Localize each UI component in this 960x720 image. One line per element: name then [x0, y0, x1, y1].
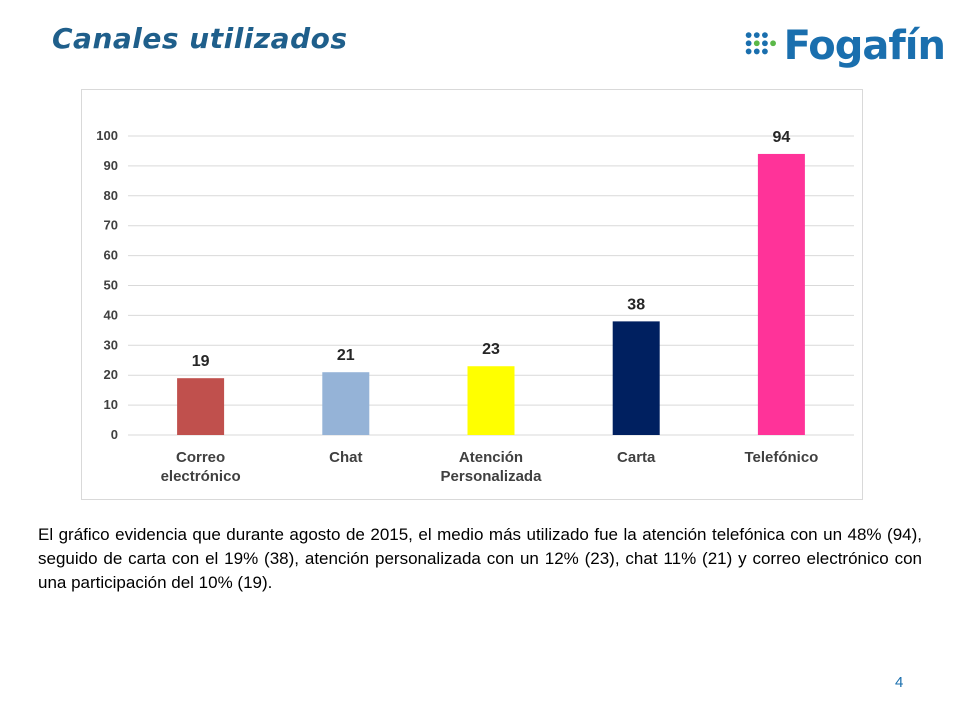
x-category-label-line: Chat [329, 449, 362, 466]
y-tick-label: 30 [104, 337, 118, 352]
x-category-label: Telefónico [744, 449, 818, 466]
bar [757, 153, 805, 435]
y-tick-label: 60 [104, 248, 118, 263]
y-tick-label: 20 [104, 367, 118, 382]
slide-title: Canales utilizados [52, 22, 348, 55]
bar-chart: 0 10 20 30 40 50 60 70 80 90 100 19 Correo electrónic… [96, 128, 854, 485]
x-category-label-line: electrónico [161, 468, 241, 485]
fogafin-logo: Fogafín [745, 22, 946, 70]
y-tick-label: 90 [104, 158, 118, 173]
x-category-label: Carta [617, 449, 656, 466]
x-category-label-line: Telefónico [744, 449, 818, 466]
chart-description: El gráfico evidencia que durante agosto … [38, 525, 922, 592]
x-category-label: Chat [329, 449, 362, 466]
logo-text: Fogafín [783, 23, 946, 69]
y-tick-label: 10 [104, 397, 118, 412]
chart-frame: 0 10 20 30 40 50 60 70 80 90 100 19 Correo electrónic… [81, 89, 863, 500]
bar [612, 321, 660, 435]
x-category-label: Correo electrónico [161, 449, 241, 485]
logo-dots-icon [745, 32, 776, 55]
y-tick-label: 0 [111, 427, 118, 442]
x-category-label-line: Personalizada [441, 468, 543, 485]
data-label: 21 [337, 347, 355, 364]
data-label: 38 [627, 296, 645, 313]
bar [177, 378, 225, 435]
data-label: 23 [482, 341, 500, 358]
bar [467, 366, 515, 435]
x-category-label-line: Carta [617, 449, 656, 466]
y-tick-label: 100 [96, 128, 118, 143]
x-category-label-line: Correo [176, 449, 225, 466]
y-tick-label: 80 [104, 188, 118, 203]
y-tick-label: 70 [104, 218, 118, 233]
data-label: 19 [192, 353, 210, 370]
x-category-label: Atención Personalizada [441, 449, 543, 485]
y-tick-label: 50 [104, 278, 118, 293]
y-tick-label: 40 [104, 307, 118, 322]
x-category-label-line: Atención [459, 449, 523, 466]
data-label: 94 [773, 129, 791, 146]
page-number: 4 [895, 674, 904, 691]
bar [322, 372, 370, 435]
